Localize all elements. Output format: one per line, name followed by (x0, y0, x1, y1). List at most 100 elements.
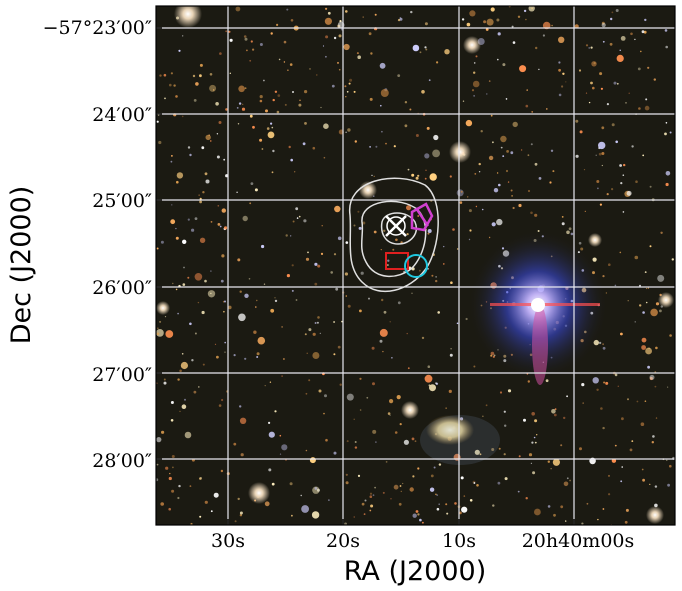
field-source (158, 140, 162, 145)
field-source (366, 396, 369, 399)
field-source (512, 121, 518, 128)
field-source (461, 18, 465, 21)
field-source (551, 24, 553, 27)
x-axis-title: RA (J2000) (344, 556, 486, 587)
field-source (225, 108, 228, 111)
field-source (345, 473, 348, 476)
field-source (533, 436, 536, 439)
field-source (411, 437, 415, 441)
field-source (281, 375, 283, 377)
field-source (372, 429, 377, 434)
field-source (156, 247, 159, 250)
field-source (164, 97, 166, 100)
field-source (393, 484, 399, 490)
field-source (356, 52, 359, 55)
field-source (399, 17, 401, 19)
field-source (433, 466, 436, 469)
field-source (504, 424, 507, 427)
field-source (460, 190, 463, 193)
field-source (210, 270, 212, 272)
field-source (334, 205, 341, 213)
y-tick-label-5: 28′00″ (92, 450, 152, 472)
field-source (213, 89, 215, 91)
field-source (357, 210, 360, 213)
field-source (500, 135, 507, 143)
field-source (550, 149, 554, 152)
cyan-circle (404, 254, 428, 278)
field-source (649, 245, 652, 248)
field-source (478, 162, 481, 166)
field-source (269, 381, 272, 383)
field-source (199, 515, 202, 518)
field-source (417, 467, 420, 470)
x-tick-label-0: 30s (211, 530, 245, 552)
field-source (549, 181, 552, 184)
field-source (398, 502, 402, 506)
field-source (613, 81, 617, 85)
field-source (371, 346, 375, 350)
field-source (320, 106, 322, 109)
field-source (475, 205, 478, 208)
field-source (665, 171, 671, 176)
field-source (374, 486, 376, 489)
field-source (345, 481, 349, 485)
field-source (201, 146, 205, 150)
field-source (259, 95, 263, 99)
field-source (448, 389, 452, 393)
field-source (399, 485, 402, 487)
field-source (224, 226, 228, 230)
field-source (221, 398, 224, 402)
field-source (239, 290, 242, 293)
field-source (312, 352, 320, 359)
field-source (609, 42, 613, 46)
field-source (359, 309, 362, 313)
field-source (586, 502, 589, 505)
field-source (671, 258, 674, 261)
field-source (268, 468, 272, 472)
field-source (424, 22, 428, 26)
field-source (368, 32, 372, 36)
field-source (421, 90, 425, 94)
field-source (183, 266, 185, 269)
field-source (224, 300, 226, 303)
field-source (272, 149, 275, 153)
field-source (645, 301, 648, 304)
field-source (259, 43, 263, 46)
field-source (249, 59, 252, 62)
field-source (308, 328, 312, 332)
field-source (291, 289, 294, 292)
field-source (616, 54, 624, 63)
field-source (460, 476, 464, 480)
field-source (532, 471, 536, 475)
field-source (306, 352, 308, 354)
field-source (657, 274, 665, 282)
field-source (582, 402, 584, 404)
field-source (602, 346, 606, 350)
field-source (506, 150, 509, 153)
field-source (184, 398, 186, 401)
field-source (528, 453, 533, 457)
field-source (221, 254, 225, 258)
field-source (579, 447, 582, 451)
field-source (520, 149, 523, 151)
field-source (198, 386, 200, 388)
field-source (449, 353, 453, 357)
field-source (381, 298, 384, 302)
field-source (427, 232, 430, 235)
field-source (417, 513, 420, 516)
field-source (412, 513, 417, 518)
field-source (566, 395, 568, 398)
field-source (505, 98, 508, 100)
field-source (330, 271, 334, 274)
field-source (597, 187, 599, 190)
field-source (399, 423, 402, 426)
field-source (536, 434, 538, 436)
field-source (488, 80, 491, 82)
field-source (263, 283, 266, 285)
field-source (344, 522, 347, 525)
field-source (566, 477, 569, 480)
field-source (272, 98, 275, 102)
field-source (252, 48, 255, 51)
field-source (595, 154, 597, 156)
field-source (187, 276, 190, 279)
